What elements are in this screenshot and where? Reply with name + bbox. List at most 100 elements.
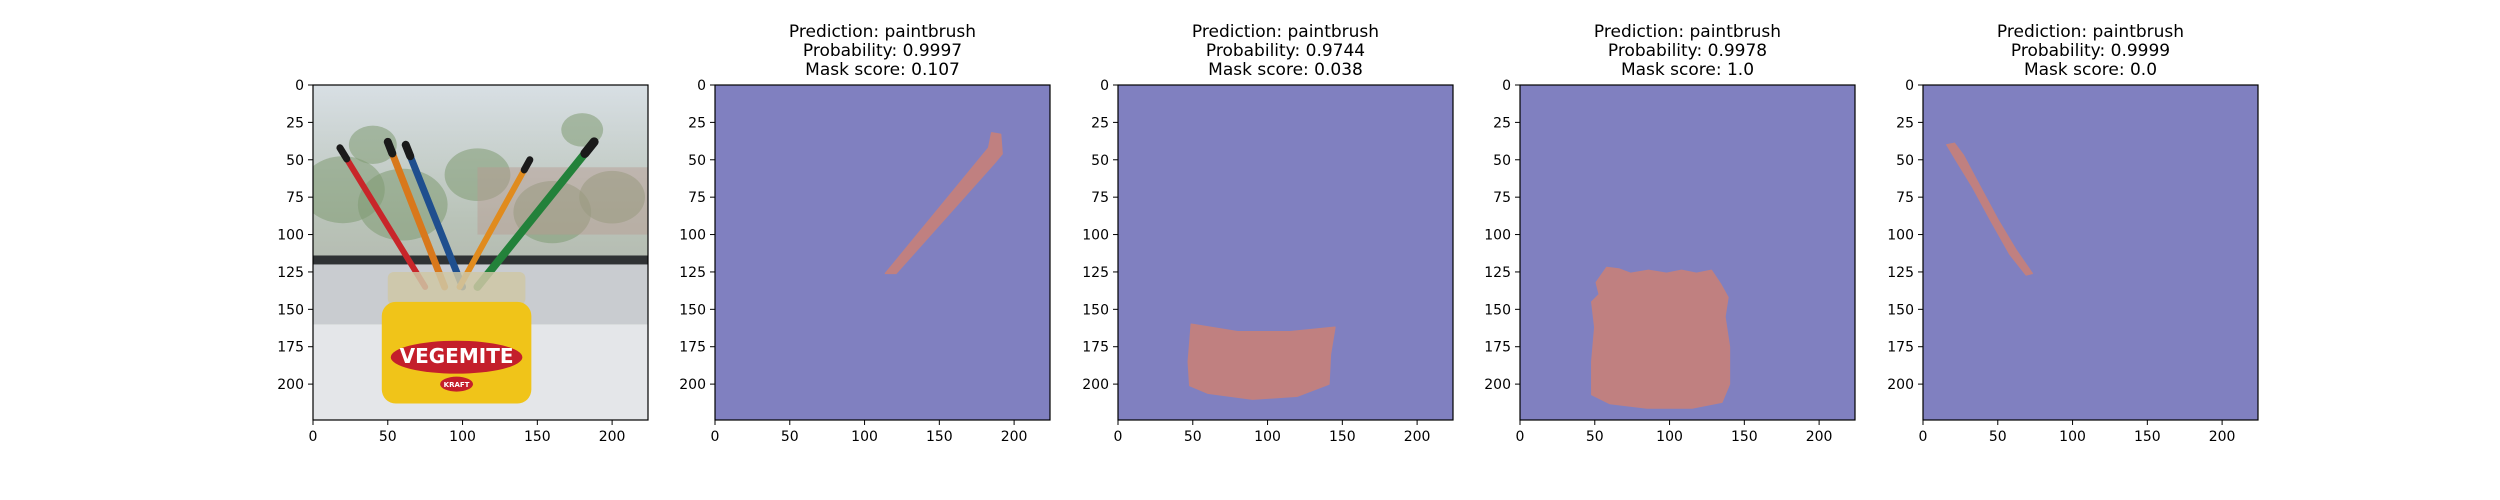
y-tick-label: 100 xyxy=(679,228,706,244)
x-tick-label: 100 xyxy=(1656,429,1683,445)
panel-title-line: Probability: 0.9997 xyxy=(803,41,962,61)
paintbrush-handle xyxy=(456,156,533,290)
jar-logo xyxy=(440,376,474,392)
jar-logo-text: KRAFT xyxy=(444,381,470,389)
x-tick-label: 150 xyxy=(1329,429,1356,445)
y-tick-label: 125 xyxy=(1082,265,1109,281)
x-tick-label: 150 xyxy=(926,429,953,445)
y-tick-label: 150 xyxy=(277,302,304,318)
segmentation-mask xyxy=(1591,266,1731,409)
y-tick-label: 100 xyxy=(1887,228,1914,244)
jar-neck xyxy=(387,271,526,305)
y-tick-label: 0 xyxy=(1502,78,1511,94)
paintbrush-tip xyxy=(520,156,534,174)
y-tick-label: 175 xyxy=(1887,340,1914,356)
y-tick-label: 0 xyxy=(697,78,706,94)
panel-title-line: Prediction: paintbrush xyxy=(789,22,976,42)
x-tick-label: 0 xyxy=(1114,429,1123,445)
y-tick-label: 100 xyxy=(277,228,304,244)
y-tick-label: 0 xyxy=(1100,78,1109,94)
x-tick-label: 150 xyxy=(2134,429,2161,445)
panel-1: VEGEMITE KRAFT 0 50 100 150 200 0 25 50 75 100 125 15… xyxy=(277,78,649,445)
y-tick-label: 125 xyxy=(679,265,706,281)
axes-frame xyxy=(1117,84,1454,421)
paintbrush-tip xyxy=(580,137,599,158)
y-tick-label: 50 xyxy=(1493,153,1511,169)
paintbrush-handle xyxy=(384,138,449,291)
y-tick-label: 150 xyxy=(1887,302,1914,318)
x-tick-label: 150 xyxy=(524,429,551,445)
foliage-blob xyxy=(513,181,592,244)
x-tick-label: 100 xyxy=(851,429,878,445)
axes-frame xyxy=(1922,84,2259,421)
y-tick-label: 200 xyxy=(1887,377,1914,393)
panel-title-line: Probability: 0.9978 xyxy=(1608,41,1767,61)
y-tick-label: 150 xyxy=(1484,302,1511,318)
y-tick-label: 150 xyxy=(1082,302,1109,318)
paintbrush-tip xyxy=(401,140,415,161)
y-tick-label: 125 xyxy=(1484,265,1511,281)
x-tick-label: 0 xyxy=(711,429,720,445)
y-tick-label: 25 xyxy=(1493,115,1511,131)
panel-title-line: Mask score: 1.0 xyxy=(1621,60,1754,80)
y-tick-label: 125 xyxy=(1887,265,1914,281)
y-tick-label: 175 xyxy=(1082,340,1109,356)
panel-title-line: Mask score: 0.107 xyxy=(805,60,960,80)
y-tick-label: 50 xyxy=(286,153,304,169)
y-tick-label: 50 xyxy=(1091,153,1109,169)
y-tick-label: 25 xyxy=(688,115,706,131)
panel-title-line: Probability: 0.9999 xyxy=(2011,41,2170,61)
x-tick-label: 200 xyxy=(599,429,626,445)
y-tick-label: 200 xyxy=(679,377,706,393)
y-tick-label: 75 xyxy=(1896,190,1914,206)
y-tick-label: 175 xyxy=(1484,340,1511,356)
panel-title-line: Mask score: 0.0 xyxy=(2024,60,2157,80)
panel-title-line: Prediction: paintbrush xyxy=(1594,22,1781,42)
photo: VEGEMITE KRAFT xyxy=(313,85,648,420)
x-tick-label: 200 xyxy=(1806,429,1833,445)
paintbrush-handle xyxy=(402,141,467,291)
y-tick-label: 200 xyxy=(277,377,304,393)
x-tick-label: 0 xyxy=(1919,429,1928,445)
x-tick-label: 50 xyxy=(781,429,799,445)
panel-title-line: Mask score: 0.038 xyxy=(1208,60,1363,80)
paintbrush-tip xyxy=(383,137,397,158)
x-tick-label: 100 xyxy=(449,429,476,445)
y-tick-label: 125 xyxy=(277,265,304,281)
segmentation-mask xyxy=(1946,142,2033,276)
y-tick-label: 25 xyxy=(286,115,304,131)
x-tick-label: 0 xyxy=(309,429,318,445)
window-frame xyxy=(313,255,648,265)
axes-frame xyxy=(1519,84,1856,421)
y-tick-label: 100 xyxy=(1484,228,1511,244)
y-tick-label: 75 xyxy=(1493,190,1511,206)
foliage-blob xyxy=(579,170,646,224)
y-tick-label: 200 xyxy=(1082,377,1109,393)
y-tick-label: 25 xyxy=(1091,115,1109,131)
x-tick-label: 200 xyxy=(1001,429,1028,445)
x-tick-label: 50 xyxy=(1184,429,1202,445)
paintbrush-handle xyxy=(473,137,599,291)
y-tick-label: 175 xyxy=(679,340,706,356)
y-tick-label: 0 xyxy=(295,78,304,94)
segmentation-mask xyxy=(1187,323,1336,400)
x-tick-label: 100 xyxy=(2059,429,2086,445)
y-tick-label: 200 xyxy=(1484,377,1511,393)
y-tick-label: 75 xyxy=(286,190,304,206)
panel-title-line: Prediction: paintbrush xyxy=(1192,22,1379,42)
paintbrush-handle xyxy=(336,144,429,290)
axes-frame xyxy=(312,84,649,421)
panel-title-line: Prediction: paintbrush xyxy=(1997,22,2184,42)
foliage-blob xyxy=(444,148,511,202)
axes-frame xyxy=(714,84,1051,421)
y-tick-label: 50 xyxy=(1896,153,1914,169)
jar-banner xyxy=(390,340,523,374)
y-tick-label: 25 xyxy=(1896,115,1914,131)
y-tick-label: 150 xyxy=(679,302,706,318)
y-tick-label: 175 xyxy=(277,340,304,356)
x-tick-label: 150 xyxy=(1731,429,1758,445)
x-tick-label: 200 xyxy=(2209,429,2236,445)
